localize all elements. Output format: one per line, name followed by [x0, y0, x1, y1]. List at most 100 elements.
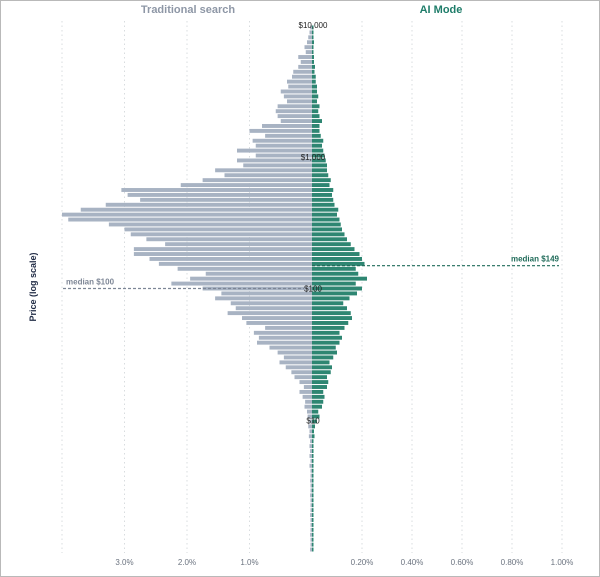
- left-bar: [202, 286, 312, 291]
- right-bar: [312, 296, 350, 301]
- left-bar: [285, 365, 312, 370]
- left-bar: [277, 104, 312, 109]
- right-bar: [312, 74, 316, 79]
- left-bar: [287, 79, 312, 84]
- left-bar: [237, 148, 312, 153]
- left-bar: [307, 409, 312, 414]
- left-bar: [299, 389, 312, 394]
- right-bar: [312, 40, 314, 45]
- left-bar: [310, 473, 312, 478]
- left-bar: [269, 345, 312, 350]
- right-bar: [312, 163, 327, 168]
- right-bar: [312, 473, 314, 478]
- left-bar: [140, 197, 312, 202]
- left-bar: [310, 458, 312, 463]
- left-bar: [310, 522, 312, 527]
- right-bar: [312, 266, 356, 271]
- right-bar: [312, 271, 359, 276]
- left-bar: [127, 192, 312, 197]
- right-bar: [312, 518, 314, 522]
- left-bar: [310, 508, 312, 513]
- left-bar: [133, 252, 312, 256]
- left-bar: [242, 316, 312, 321]
- right-bar: [312, 547, 314, 552]
- right-bar: [312, 537, 314, 542]
- left-bar: [309, 30, 312, 35]
- y-tick-label: $1,000: [301, 153, 326, 162]
- left-bar: [121, 188, 312, 192]
- right-bar: [312, 463, 314, 468]
- right-bar: [312, 365, 332, 370]
- ai-mode-bars: [312, 25, 367, 552]
- left-bar: [305, 50, 312, 55]
- left-bar: [288, 84, 312, 89]
- right-bar: [312, 449, 314, 453]
- right-bar: [312, 202, 335, 207]
- right-bar: [312, 153, 325, 158]
- y-tick-labels: $10,000 $1,000 $100 $10: [299, 21, 328, 425]
- right-bar: [312, 478, 314, 483]
- right-panel-title: AI Mode: [420, 4, 463, 16]
- right-bar: [312, 385, 327, 389]
- right-bar: [312, 345, 336, 350]
- x-tick-label: 1.0%: [240, 558, 258, 567]
- right-bar: [312, 488, 314, 493]
- left-bar: [303, 385, 312, 389]
- right-bar: [312, 532, 314, 537]
- left-bar: [108, 222, 312, 227]
- left-panel-title: Traditional search: [141, 4, 235, 16]
- right-bar: [312, 301, 344, 306]
- left-bar: [243, 163, 312, 168]
- right-bar: [312, 119, 322, 124]
- left-bar: [280, 119, 312, 124]
- left-bar: [171, 281, 312, 286]
- left-bar: [298, 55, 312, 59]
- left-bar: [310, 25, 312, 30]
- left-bar: [287, 99, 312, 104]
- right-bar: [312, 414, 320, 419]
- left-bar: [283, 94, 312, 99]
- right-bar: [312, 370, 331, 375]
- right-bar: [312, 483, 314, 488]
- right-bar: [312, 133, 321, 138]
- left-bar: [308, 424, 312, 429]
- right-bar: [312, 232, 345, 237]
- left-bar: [309, 444, 312, 449]
- left-bar: [304, 45, 312, 50]
- right-bar: [312, 104, 320, 109]
- right-bar: [312, 212, 337, 217]
- x-tick-labels: 3.0% 2.0% 1.0% 0.20% 0.40% 0.60% 0.80% 1.00%: [115, 558, 573, 567]
- right-bar: [312, 237, 347, 242]
- left-bar: [80, 207, 312, 212]
- right-bar: [312, 360, 330, 365]
- left-bar: [310, 483, 312, 488]
- left-bar: [265, 325, 312, 330]
- right-bar: [312, 242, 351, 247]
- left-bar: [221, 291, 312, 296]
- right-bar: [312, 222, 341, 227]
- right-bar: [312, 429, 314, 434]
- right-bar: [312, 335, 342, 340]
- left-bar: [310, 547, 312, 552]
- right-bar: [312, 197, 334, 202]
- left-bar: [310, 542, 312, 547]
- left-bar: [237, 158, 312, 163]
- right-bar: [312, 468, 314, 473]
- left-bar: [283, 355, 312, 360]
- right-bar: [312, 513, 314, 518]
- right-bar: [312, 158, 326, 163]
- right-bar: [312, 252, 360, 256]
- left-bar: [310, 493, 312, 498]
- right-bar: [312, 138, 324, 143]
- right-bar: [312, 453, 314, 458]
- right-bar: [312, 409, 319, 414]
- left-bar: [310, 488, 312, 493]
- y-tick-label: $100: [304, 285, 322, 294]
- left-bar: [310, 498, 312, 503]
- x-tick-label: 2.0%: [178, 558, 196, 567]
- left-bar: [190, 276, 312, 281]
- left-bar: [310, 527, 312, 532]
- right-bar: [312, 109, 319, 114]
- left-bar: [146, 237, 312, 242]
- right-bar: [312, 217, 340, 222]
